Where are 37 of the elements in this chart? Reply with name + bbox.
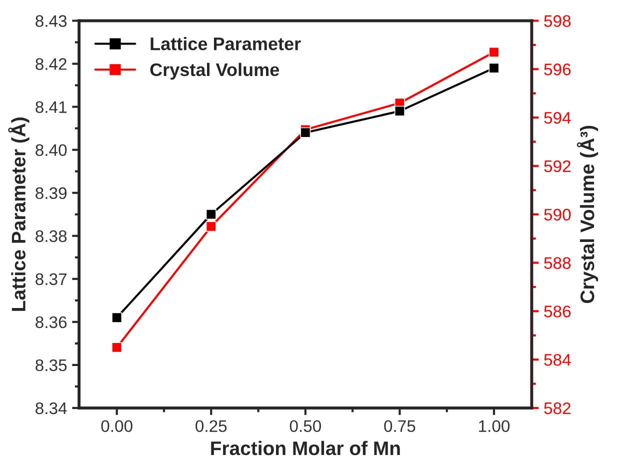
y2-tick-label: 582	[544, 402, 570, 414]
y-tick-label: 8.38	[36, 230, 67, 242]
y-tick-label: 8.35	[36, 359, 67, 372]
x-tick-label: 1.00	[479, 420, 510, 432]
y-tick-label: 8.41	[36, 101, 67, 113]
x-axis-title: Fraction Molar of Mn	[211, 440, 400, 456]
point	[300, 127, 311, 138]
y2-tick-label: 590	[544, 208, 571, 221]
x-tick-label: 0.00	[101, 420, 132, 432]
y2-axis-title: Crystal Volume (Å³)	[576, 126, 598, 304]
y2-tick-label: 594	[544, 112, 571, 124]
y2-tick-label: 596	[544, 64, 571, 76]
y-tick-label: 8.40	[36, 144, 67, 156]
y2-tick-label: 584	[544, 354, 571, 366]
point	[394, 106, 405, 116]
legend-label: Lattice Parameter	[150, 36, 301, 50]
legend-label: Crystal Volume	[150, 62, 280, 80]
y-axis-title: Lattice Parameter (Å)	[8, 118, 30, 311]
y2-tick-label: 588	[544, 257, 571, 269]
y2-tick-label: 586	[544, 306, 571, 318]
point	[112, 342, 122, 353]
y-tick-label: 8.36	[36, 316, 67, 328]
y-tick-label: 8.34	[36, 402, 67, 414]
x-tick-label: 0.75	[384, 420, 416, 432]
y-tick-label: 8.43	[36, 15, 67, 27]
x-tick-label: 0.25	[196, 420, 227, 432]
point	[112, 312, 122, 323]
point	[488, 46, 500, 58]
y-tick-label: 8.37	[36, 273, 66, 286]
y2-tick-label: 598	[544, 15, 571, 27]
point	[206, 209, 216, 220]
y-tick-label: 8.39	[36, 187, 67, 200]
y-tick-label: 8.42	[36, 58, 66, 70]
x-tick-label: 0.50	[290, 420, 321, 432]
y2-tick-label: 592	[544, 160, 570, 172]
point	[206, 221, 216, 232]
point	[488, 62, 500, 74]
